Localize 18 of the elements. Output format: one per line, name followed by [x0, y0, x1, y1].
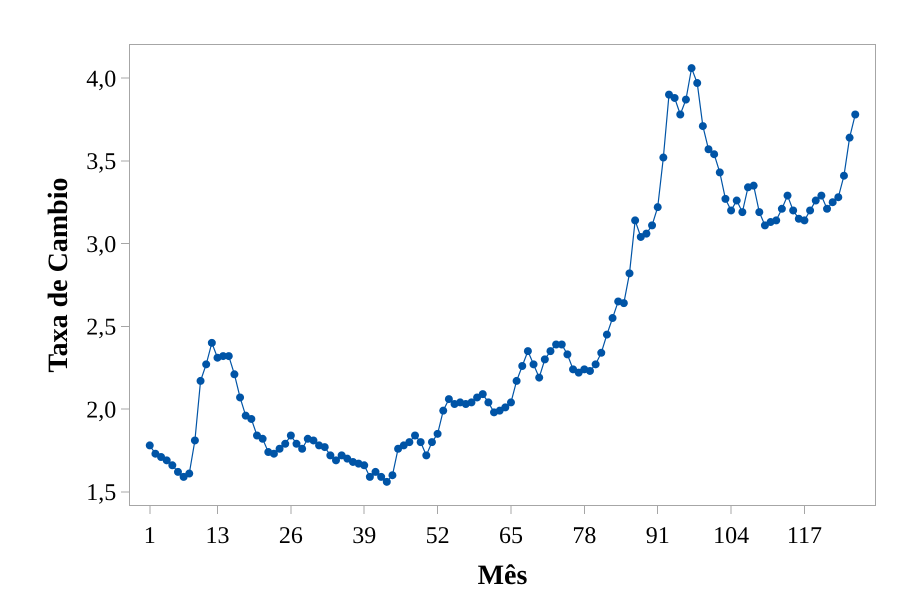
x-tick-label: 104: [713, 522, 750, 549]
y-tick-label: 2,0: [86, 397, 116, 424]
x-tick-label: 78: [572, 522, 596, 549]
y-tick-label: 2,5: [86, 314, 116, 341]
x-tick-label: 13: [205, 522, 230, 549]
x-axis-title: Mês: [478, 560, 528, 591]
x-tick-label: 39: [352, 522, 376, 549]
x-tick-label: 26: [278, 522, 303, 549]
y-tick-label: 3,0: [86, 232, 116, 258]
x-tick-label: 117: [786, 522, 822, 549]
x-tick-label: 1: [144, 522, 156, 549]
x-tick-label: 52: [426, 522, 450, 549]
x-tick-label: 65: [498, 522, 523, 549]
y-axis-title: Taxa de Cambio: [42, 177, 74, 373]
y-tick-label: 4,0: [86, 66, 116, 92]
y-tick-label: 3,5: [86, 149, 116, 176]
x-tick-label: 91: [646, 522, 670, 549]
y-tick-label: 1,5: [86, 480, 116, 506]
